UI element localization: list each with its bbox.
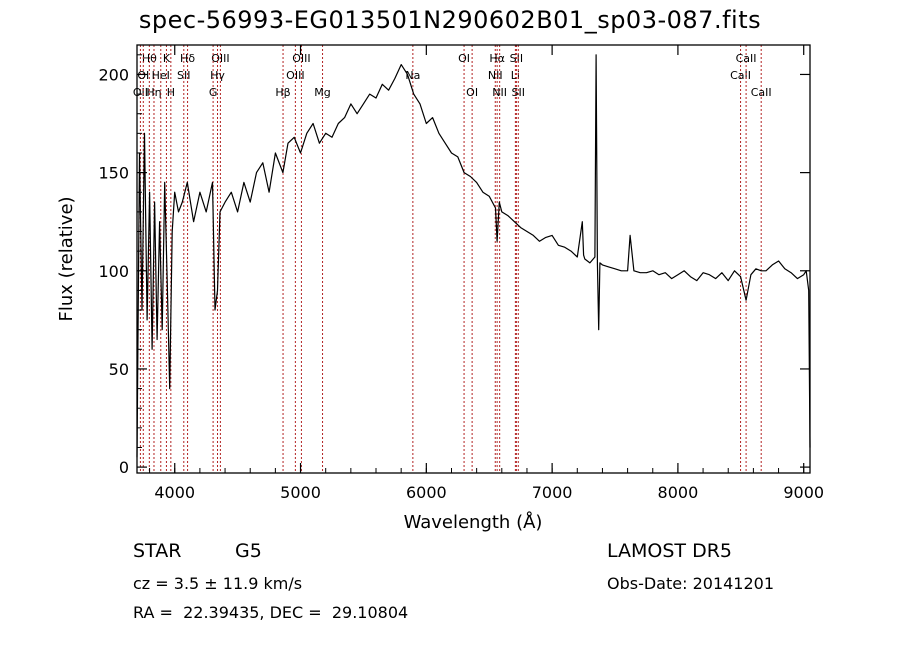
line-marker-label-24: SII — [512, 86, 525, 99]
line-marker-label-10: Hγ — [210, 69, 225, 82]
line-marker-label-11: G — [209, 86, 218, 99]
line-marker-label-27: CaII — [751, 86, 772, 99]
axes-group: 4000 5000 6000 7000 8000 9000 0 50 100 150 200 — [98, 45, 824, 502]
y-tick-label-0: 0 — [119, 458, 129, 477]
class-label: STAR — [133, 540, 182, 562]
line-marker-label-6: H — [167, 86, 175, 99]
y-tick-label-1: 50 — [109, 360, 129, 379]
line-marker-label-17: OI — [458, 52, 470, 65]
redshift-label: cz = 3.5 ± 11.9 km/s — [133, 574, 303, 593]
line-marker-label-2: Hη — [146, 86, 161, 99]
line-marker-label-13: OIII — [286, 69, 304, 82]
x-tick-label-4: 8000 — [658, 483, 699, 502]
line-marker-label-21: NII — [492, 86, 507, 99]
line-marker-label-20: Hα — [489, 52, 505, 65]
survey-label: LAMOST DR5 — [607, 540, 732, 562]
y-tick-label-3: 150 — [98, 164, 129, 183]
line-marker-label-1: Hθ — [142, 52, 157, 65]
line-marker-label-7: Hδ — [180, 52, 195, 65]
x-tick-label-5: 9000 — [783, 483, 824, 502]
subclass-label: G5 — [235, 540, 262, 562]
line-marker-label-5: K — [163, 52, 171, 65]
line-marker-label-9: OIII — [211, 52, 229, 65]
obs-date-label: Obs-Date: 20141201 — [607, 574, 775, 593]
line-marker-label-4: HeI — [152, 69, 170, 82]
line-marker-label-18: OI — [466, 86, 478, 99]
line-marker-label-22: Li — [511, 69, 520, 82]
plot-frame — [136, 44, 811, 474]
line-marker-label-19: NII — [488, 69, 503, 82]
x-axis-label: Wavelength (Å) — [404, 511, 543, 533]
chart-title: spec-56993-EG013501N290602B01_sp03-087.f… — [138, 6, 762, 34]
x-tick-label-0: 4000 — [154, 483, 195, 502]
line-marker-label-15: Mg — [314, 86, 330, 99]
line-marker-label-26: CaII — [736, 52, 757, 65]
y-tick-label-4: 200 — [98, 65, 129, 84]
spectrum-line — [136, 54, 811, 458]
x-tick-label-2: 6000 — [406, 483, 447, 502]
y-tick-label-2: 100 — [98, 262, 129, 281]
x-tick-label-1: 5000 — [280, 483, 321, 502]
line-marker-label-3: OI — [137, 69, 149, 82]
line-marker-label-14: OIII — [292, 52, 310, 65]
y-axis-label: Flux (relative) — [56, 196, 77, 321]
spectrum-line-group — [136, 54, 811, 458]
radec-label: RA = 22.39435, DEC = 29.10804 — [133, 603, 409, 622]
x-tick-label-3: 7000 — [532, 483, 573, 502]
line-marker-label-23: SII — [510, 52, 523, 65]
line-marker-label-25: CaII — [730, 69, 751, 82]
line-marker-label-12: Hβ — [275, 86, 290, 99]
line-marker-label-8: SII — [177, 69, 190, 82]
